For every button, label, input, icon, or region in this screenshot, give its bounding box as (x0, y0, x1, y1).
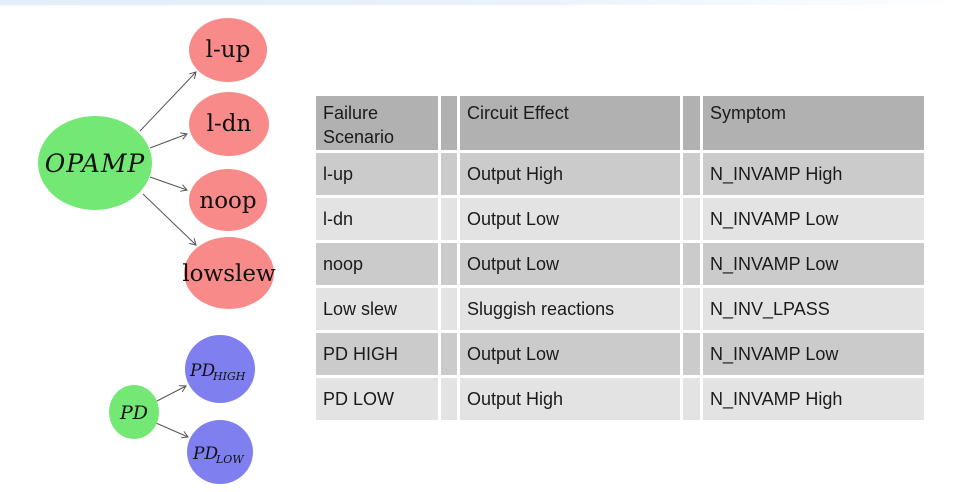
opamp-edges (139, 71, 197, 246)
cell-symptom: N_INVAMP Low (703, 333, 924, 375)
cell-spacer (683, 288, 700, 330)
edge-pd-pdlow (155, 422, 189, 439)
cell-symptom: N_INV_LPASS (703, 288, 924, 330)
cell-spacer (441, 378, 457, 420)
cell-spacer (441, 288, 457, 330)
cell-spacer (683, 243, 700, 285)
cell-spacer (683, 333, 700, 375)
node-ldn-ellipse (189, 92, 269, 156)
node-pdlow-label-main: PD (192, 444, 218, 464)
node-pd-label: PD (119, 402, 148, 424)
cell-scenario: l-dn (316, 198, 438, 240)
edge-opamp-lowslew (142, 193, 197, 246)
edge-opamp-ldn (149, 132, 188, 149)
header-spacer-2 (683, 96, 700, 150)
cell-effect: Output Low (460, 243, 680, 285)
cell-symptom: N_INVAMP Low (703, 198, 924, 240)
header-spacer-1 (441, 96, 457, 150)
cell-spacer (441, 243, 457, 285)
fault-tree-diagram: OPAMP l-up l-dn noop lowslew PD PD HIGH … (38, 18, 276, 484)
cell-effect: Sluggish reactions (460, 288, 680, 330)
cell-effect: Output High (460, 153, 680, 195)
cell-spacer (683, 378, 700, 420)
cell-spacer (683, 198, 700, 240)
cell-scenario: PD HIGH (316, 333, 438, 375)
node-opamp-label: OPAMP (45, 149, 146, 178)
failure-scenario-table: Failure Scenario Circuit Effect Symptom … (316, 96, 924, 420)
cell-spacer (441, 198, 457, 240)
window-top-edge (0, 0, 964, 5)
node-pd-ellipse (109, 385, 159, 439)
node-pdlow-ellipse (187, 420, 253, 484)
cell-effect: Output Low (460, 198, 680, 240)
header-symptom: Symptom (703, 96, 924, 150)
cell-scenario: PD LOW (316, 378, 438, 420)
cell-scenario: Low slew (316, 288, 438, 330)
node-pdhigh-label-main: PD (189, 361, 215, 381)
node-lup-label: l-up (206, 37, 251, 63)
node-noop-ellipse (189, 169, 267, 231)
node-pdhigh-ellipse (185, 335, 255, 403)
pd-edges (155, 385, 189, 439)
cell-effect: Output Low (460, 333, 680, 375)
cell-symptom: N_INVAMP High (703, 378, 924, 420)
edge-pd-pdhigh (156, 385, 187, 402)
node-pdlow-label-sub: LOW (215, 453, 245, 466)
cell-scenario: noop (316, 243, 438, 285)
cell-spacer (441, 333, 457, 375)
node-pdhigh-label-sub: HIGH (212, 370, 246, 383)
header-circuit-effect: Circuit Effect (460, 96, 680, 150)
node-noop-label: noop (199, 188, 256, 214)
edge-opamp-noop (149, 176, 188, 192)
node-opamp-ellipse (38, 116, 152, 210)
cell-spacer (441, 153, 457, 195)
node-lowslew-label: lowslew (182, 261, 276, 287)
cell-effect: Output High (460, 378, 680, 420)
edge-opamp-lup (139, 71, 197, 132)
cell-symptom: N_INVAMP High (703, 153, 924, 195)
cell-symptom: N_INVAMP Low (703, 243, 924, 285)
node-ldn-label: l-dn (207, 111, 252, 137)
node-lowslew-ellipse (184, 237, 274, 309)
cell-spacer (683, 153, 700, 195)
node-lup-ellipse (189, 18, 267, 82)
cell-scenario: l-up (316, 153, 438, 195)
header-failure-scenario: Failure Scenario (316, 96, 438, 150)
